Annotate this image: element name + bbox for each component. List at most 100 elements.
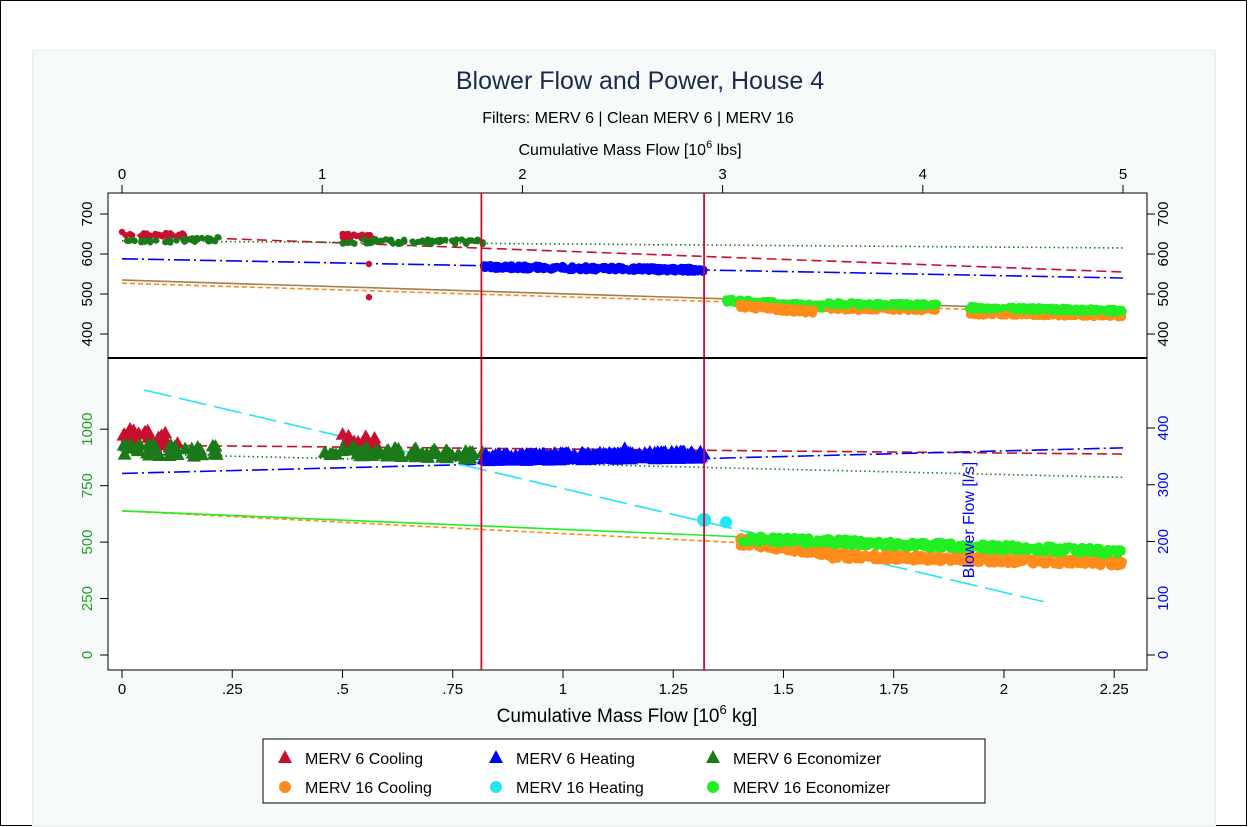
point-merv-6-cooling xyxy=(339,230,347,238)
point-merv-6-economizer xyxy=(414,238,422,246)
legend-box xyxy=(262,738,986,804)
point-merv-6-economizer xyxy=(364,239,371,247)
bottom-axis-tick-label: 1.25 xyxy=(659,681,688,698)
legend-label: MERV 6 Cooling xyxy=(305,751,423,768)
upper-trend-line xyxy=(121,240,1124,249)
point-merv-6-heating xyxy=(567,262,577,272)
bottom-axis-tick-label: 1 xyxy=(559,681,567,698)
point-merv-16-economizer xyxy=(737,536,747,546)
point-merv-6-heating xyxy=(628,263,638,272)
point-merv-6-economizer xyxy=(205,438,220,452)
point-merv-6-economizer xyxy=(408,441,423,455)
point-merv-6-economizer xyxy=(189,235,196,242)
legend-marker xyxy=(278,750,292,763)
point-merv-16-economizer xyxy=(965,543,975,553)
point-merv-16-economizer xyxy=(876,299,885,308)
point-merv-16-economizer xyxy=(958,540,968,550)
point-merv-16-economizer xyxy=(759,533,769,543)
point-merv-6-heating xyxy=(653,264,663,273)
point-merv-16-economizer xyxy=(816,535,826,545)
point-merv-6-cooling xyxy=(347,234,354,241)
bottom-axis: 0 .25 .5 .75 1 1.25 1.5 1.75 2 2.25 xyxy=(118,670,1129,698)
point-merv-16-economizer xyxy=(967,302,976,311)
point-merv-6-economizer xyxy=(401,238,408,245)
upper-right-tick-label: 700 xyxy=(1155,201,1172,226)
point-merv-16-cooling xyxy=(806,548,816,558)
point-merv-16-cooling xyxy=(796,308,805,317)
top-axis-label: Cumulative Mass Flow [106 lbs] xyxy=(518,139,741,159)
point-merv-16-economizer xyxy=(1030,304,1039,313)
point-merv-6-economizer xyxy=(422,239,429,247)
point-merv-6-economizer xyxy=(451,240,459,247)
right-axis-title: Blower Flow [l/s] xyxy=(961,462,978,578)
bottom-axis-tick-label: 0 xyxy=(118,681,126,698)
point-merv-16-economizer xyxy=(831,300,840,309)
point-merv-6-cooling xyxy=(358,429,373,442)
point-merv-16-economizer xyxy=(1001,539,1011,549)
lower-trend-line xyxy=(143,389,1044,603)
point-merv-6-economizer xyxy=(211,238,219,245)
point-merv-16-cooling xyxy=(925,556,935,566)
lower-panel-y-axes: 0 250 500 750 1000 0 100 200 300 400 xyxy=(79,413,1172,660)
point-merv-16-economizer xyxy=(1075,306,1084,315)
top-axis-tick-label: 4 xyxy=(919,166,927,183)
point-merv-16-cooling xyxy=(790,547,800,557)
point-merv-6-economizer xyxy=(472,237,480,245)
point-merv-16-economizer xyxy=(1034,542,1044,552)
point-merv-16-economizer xyxy=(777,538,787,548)
point-merv-16-economizer xyxy=(981,304,990,313)
upper-left-tick-label: 500 xyxy=(79,281,96,306)
legend-label: MERV 16 Cooling xyxy=(305,780,432,797)
point-merv-6-economizer xyxy=(377,237,385,244)
legend-marker xyxy=(489,750,503,763)
top-axis-tick-label: 3 xyxy=(718,166,726,183)
point-merv-6-heating xyxy=(691,265,700,274)
point-merv-6-economizer xyxy=(345,442,360,456)
top-axis: 0 1 2 3 4 5 xyxy=(118,166,1127,193)
bottom-axis-tick-label: 1.75 xyxy=(879,681,908,698)
point-merv-16-economizer xyxy=(1022,546,1032,556)
point-merv-16-cooling xyxy=(990,553,1000,563)
upper-left-tick-label: 600 xyxy=(79,241,96,266)
bottom-axis-tick-label: 2.25 xyxy=(1100,681,1129,698)
point-merv-6-economizer xyxy=(379,443,394,457)
point-merv-16-economizer xyxy=(1044,304,1053,313)
point-merv-6-heating xyxy=(498,264,507,273)
point-merv-6-heating xyxy=(641,263,651,273)
top-axis-tick-label: 1 xyxy=(318,166,326,183)
point-merv-16-cooling xyxy=(981,554,991,564)
point-merv-6-economizer xyxy=(463,240,470,247)
point-merv-16-economizer xyxy=(827,538,837,548)
point-merv-6-economizer xyxy=(173,237,180,244)
point-merv-16-economizer xyxy=(728,294,737,303)
point-merv-6-economizer xyxy=(138,237,145,244)
point-merv-6-economizer xyxy=(465,447,480,461)
point-merv-16-economizer xyxy=(1007,304,1016,313)
lower-right-tick-label: 0 xyxy=(1155,651,1172,659)
point-merv-6-cooling xyxy=(140,231,148,239)
lower-left-tick-label: 0 xyxy=(79,651,96,659)
point-merv-6-cooling xyxy=(157,232,165,239)
point-merv-6-cooling xyxy=(141,426,156,440)
point-merv-6-economizer xyxy=(145,444,160,458)
point-merv-6-economizer xyxy=(339,239,346,247)
legend: MERV 6 Cooling MERV 6 Heating MERV 6 Econo… xyxy=(262,738,986,804)
upper-trend-line xyxy=(121,234,1124,273)
point-merv-16-cooling xyxy=(823,551,833,561)
point-merv-16-economizer xyxy=(916,300,925,309)
point-merv-16-economizer xyxy=(897,299,906,308)
point-merv-16-cooling xyxy=(807,308,816,317)
point-merv-16-heating xyxy=(720,516,733,529)
point-merv-6-economizer xyxy=(442,446,457,460)
point-merv-16-economizer xyxy=(787,537,797,547)
point-merv-16-cooling xyxy=(841,554,851,564)
point-merv-16-economizer xyxy=(874,536,884,546)
point-merv-6-heating xyxy=(549,264,558,273)
point-merv-16-economizer xyxy=(1060,307,1069,316)
legend-marker xyxy=(490,781,502,793)
point-merv-6-economizer xyxy=(409,238,416,245)
point-merv-16-economizer xyxy=(978,539,988,549)
point-merv-6-heating xyxy=(530,449,545,462)
point-merv-6-heating xyxy=(540,450,555,464)
point-merv-6-heating xyxy=(585,264,594,273)
